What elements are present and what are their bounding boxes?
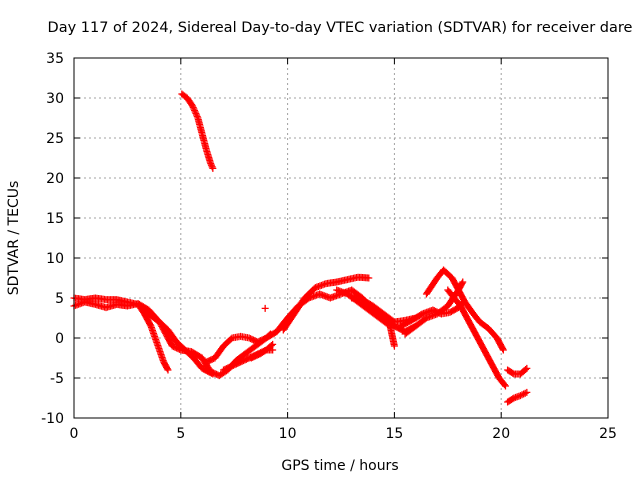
- outlier-point: [261, 304, 269, 312]
- data-point: [193, 113, 201, 120]
- data-point: [209, 164, 217, 172]
- plot-frame: [73, 57, 609, 419]
- series-arc-16: [504, 388, 531, 406]
- data-point: [208, 369, 216, 377]
- data-point: [163, 365, 171, 373]
- data-point: [390, 342, 398, 350]
- data-point: [209, 370, 217, 378]
- y-tick-label: -5: [50, 371, 64, 387]
- data-point: [193, 111, 201, 119]
- y-tick-label: 10: [46, 251, 64, 267]
- data-point: [522, 366, 530, 374]
- y-axis-label: SDTVAR / TECUs: [6, 181, 22, 296]
- data-point: [458, 279, 466, 287]
- data-point: [207, 161, 215, 169]
- chart-title: Day 117 of 2024, Sidereal Day-to-day VTE…: [48, 20, 633, 36]
- data-point: [459, 278, 467, 286]
- x-tick-label: 5: [176, 426, 185, 442]
- grid-lines: [74, 58, 608, 418]
- x-tick-label: 25: [599, 426, 617, 442]
- x-tick-label: 10: [279, 426, 297, 442]
- data-point: [520, 390, 528, 398]
- tick-labels: 0 5 10 15 20 25 -10 -5 0 5 10 15 20 25 30 35: [41, 51, 617, 442]
- series-arc-6: [247, 340, 277, 362]
- data-point: [192, 110, 200, 117]
- data-point: [500, 381, 508, 389]
- data-point: [189, 102, 197, 110]
- y-tick-label: 0: [55, 331, 64, 347]
- y-tick-label: 30: [46, 91, 64, 107]
- data-point: [207, 160, 215, 168]
- data-point: [265, 331, 273, 339]
- x-tick-label: 20: [492, 426, 510, 442]
- series-arc-13: [422, 266, 507, 354]
- series-arc-7: [178, 90, 217, 172]
- data-point: [267, 342, 275, 350]
- data-point: [523, 364, 531, 372]
- data-point: [190, 105, 198, 113]
- data-point: [191, 108, 199, 116]
- data-point: [518, 391, 526, 399]
- data-point: [499, 345, 507, 353]
- y-tick-label: 5: [55, 291, 64, 307]
- y-tick-label: 25: [46, 131, 64, 147]
- y-tick-label: 20: [46, 171, 64, 187]
- y-tick-label: -10: [41, 411, 64, 427]
- data-point: [521, 389, 529, 397]
- axis-ticks: [73, 57, 609, 419]
- data-point: [365, 274, 373, 282]
- y-tick-label: 35: [46, 51, 64, 67]
- data-point: [208, 163, 216, 171]
- data-point: [499, 346, 507, 354]
- series-arc-8: [279, 273, 373, 334]
- data-point: [516, 392, 524, 400]
- x-axis-label: GPS time / hours: [281, 458, 398, 474]
- series-arc-2: [70, 294, 172, 374]
- data-point: [269, 340, 277, 348]
- data-point: [164, 366, 172, 374]
- y-tick-label: 15: [46, 211, 64, 227]
- series-arc-3: [138, 306, 217, 378]
- data-point: [501, 382, 509, 390]
- data-point: [189, 104, 197, 111]
- x-tick-label: 15: [385, 426, 403, 442]
- data-point: [267, 330, 275, 338]
- data-points: [70, 90, 531, 406]
- data-point: [523, 388, 531, 396]
- data-point: [191, 107, 199, 114]
- series-arc-4: [202, 330, 275, 366]
- series-arc-14: [444, 286, 509, 390]
- x-tick-label: 0: [70, 426, 79, 442]
- series-arc-15: [504, 364, 531, 378]
